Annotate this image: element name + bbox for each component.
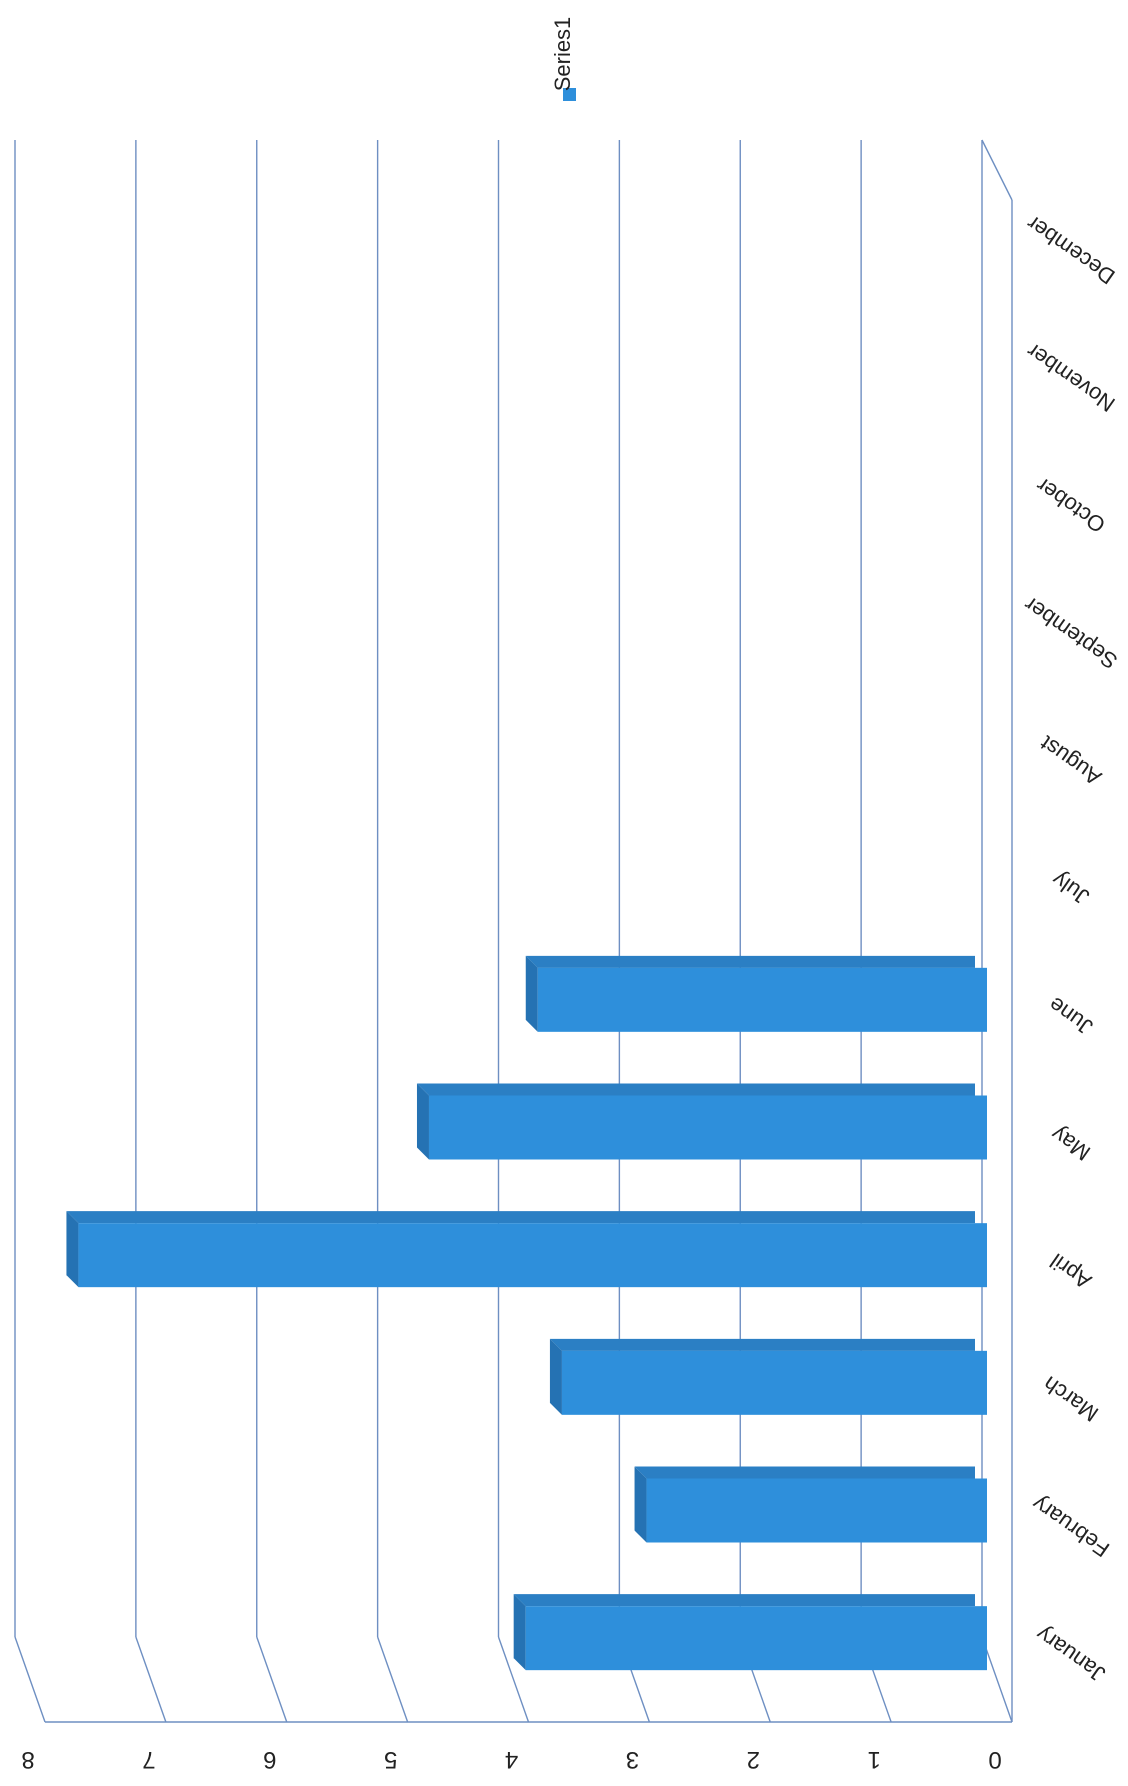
- bar-front-face: [537, 967, 987, 1032]
- category-label: February: [1027, 1491, 1113, 1562]
- value-tick-label: 1: [867, 1746, 880, 1773]
- legend-swatch: [563, 88, 576, 101]
- category-label: November: [1022, 338, 1119, 417]
- bar-february: [634, 1466, 987, 1543]
- category-label: June: [1044, 992, 1097, 1040]
- bar-end-face: [549, 1338, 562, 1415]
- bar-top-face: [66, 1211, 987, 1224]
- legend-entry: Series1: [550, 17, 576, 101]
- bar-front-face: [428, 1095, 988, 1160]
- bar-top-face: [513, 1594, 987, 1607]
- bar-front-face: [646, 1478, 987, 1543]
- bar-june: [525, 955, 987, 1032]
- value-tick-label: 2: [747, 1746, 760, 1773]
- value-tick-label: 4: [505, 1746, 518, 1773]
- gridline: [14, 140, 46, 1723]
- bar-top-face: [525, 955, 987, 968]
- bar-front-face: [561, 1350, 987, 1415]
- bar-april: [66, 1211, 987, 1288]
- gridline: [376, 140, 409, 1723]
- value-tick-label: 3: [626, 1746, 639, 1773]
- category-label: April: [1046, 1248, 1096, 1294]
- bar-end-face: [525, 955, 538, 1032]
- bar-january: [513, 1594, 987, 1671]
- value-tick-label: 8: [21, 1746, 34, 1773]
- bar-may: [416, 1083, 988, 1160]
- bar-march: [549, 1338, 987, 1415]
- bar-top-face: [549, 1338, 987, 1351]
- category-label: October: [1031, 473, 1109, 538]
- category-label: August: [1035, 731, 1105, 791]
- bars: [66, 955, 988, 1671]
- bar-end-face: [513, 1594, 526, 1671]
- category-label: May: [1047, 1121, 1095, 1165]
- bar-front-face: [525, 1606, 987, 1671]
- axis-edge-top: [981, 139, 1013, 201]
- category-label: September: [1019, 592, 1122, 674]
- gridline: [256, 140, 288, 1723]
- value-tick-label: 6: [263, 1746, 276, 1773]
- gridline: [135, 140, 167, 1723]
- category-label: July: [1048, 867, 1094, 910]
- value-tick-label: 5: [384, 1746, 397, 1773]
- value-tick-label: 7: [142, 1746, 155, 1773]
- bar-front-face: [78, 1223, 987, 1288]
- legend-label: Series1: [550, 17, 575, 92]
- category-labels: January February March April May June July Augu…: [1019, 211, 1122, 1687]
- category-label: December: [1022, 211, 1119, 290]
- category-label: March: [1038, 1371, 1102, 1427]
- value-tick-label: 0: [988, 1746, 1001, 1773]
- bar-end-face: [416, 1083, 429, 1160]
- bar-end-face: [66, 1211, 79, 1288]
- bar-end-face: [634, 1466, 647, 1543]
- category-label: January: [1031, 1622, 1109, 1687]
- legend: Series1: [550, 17, 576, 101]
- value-tick-labels: 0 1 2 3 4 5 6 7 8: [21, 1746, 1001, 1773]
- bar-top-face: [634, 1466, 987, 1479]
- gridline: [497, 140, 530, 1723]
- bar-top-face: [416, 1083, 988, 1096]
